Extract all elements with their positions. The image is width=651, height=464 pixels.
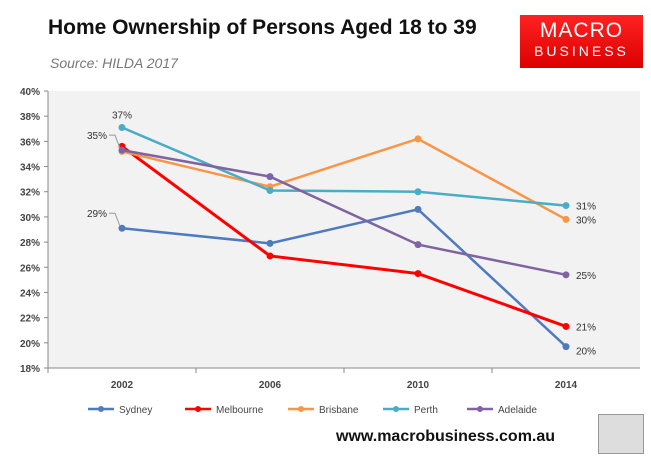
series-line-adelaide xyxy=(121,148,567,277)
legend-label-perth: Perth xyxy=(414,405,438,416)
y-tick-label: 26% xyxy=(20,263,40,274)
data-label: 29% xyxy=(87,209,107,220)
x-tick-label: 2010 xyxy=(407,380,430,391)
y-tick-label: 30% xyxy=(20,213,40,224)
data-label: 21% xyxy=(576,322,596,333)
data-point-adelaide xyxy=(414,241,422,249)
data-point-perth xyxy=(562,202,570,210)
y-tick-label: 24% xyxy=(20,288,40,299)
y-tick-label: 38% xyxy=(20,112,40,123)
data-point-melbourne xyxy=(414,270,422,278)
y-tick-label: 22% xyxy=(20,314,40,325)
logo-line1: MACRO xyxy=(539,19,624,42)
data-point-adelaide xyxy=(118,146,126,154)
y-tick-label: 28% xyxy=(20,238,40,249)
data-point-perth xyxy=(118,124,126,132)
legend-marker xyxy=(393,406,399,412)
chart-subtitle: Source: HILDA 2017 xyxy=(50,55,178,71)
y-tick-label: 18% xyxy=(20,364,40,375)
y-tick-label: 32% xyxy=(20,188,40,199)
macrobusiness-logo: MACRO BUSINESS xyxy=(520,15,643,68)
chart-title: Home Ownership of Persons Aged 18 to 39 xyxy=(48,16,477,39)
legend-marker xyxy=(298,406,304,412)
data-point-adelaide xyxy=(266,173,274,181)
data-label: 31% xyxy=(576,202,596,213)
logo-line2: BUSINESS xyxy=(534,43,629,59)
x-tick-label: 2006 xyxy=(259,380,282,391)
legend-label-melbourne: Melbourne xyxy=(216,405,264,416)
series-line-sydney xyxy=(121,207,567,348)
fox-logo-icon xyxy=(598,414,644,454)
legend-marker xyxy=(477,406,483,412)
y-tick-label: 40% xyxy=(20,87,40,98)
data-point-sydney xyxy=(414,205,422,213)
leader-line xyxy=(109,212,121,227)
data-point-sydney xyxy=(562,343,570,351)
data-point-brisbane xyxy=(414,135,422,143)
series-line-perth xyxy=(121,126,567,207)
series-line-melbourne xyxy=(121,145,567,328)
y-tick-label: 20% xyxy=(20,339,40,350)
data-label: 20% xyxy=(576,347,596,358)
footer-url[interactable]: www.macrobusiness.com.au xyxy=(336,428,556,445)
data-point-sydney xyxy=(266,239,274,247)
x-tick-label: 2014 xyxy=(555,380,578,391)
data-point-brisbane xyxy=(562,215,570,223)
data-point-melbourne xyxy=(562,322,570,330)
legend-marker xyxy=(98,406,104,412)
y-tick-label: 36% xyxy=(20,137,40,148)
y-tick-label: 34% xyxy=(20,163,40,174)
leader-line xyxy=(109,134,121,149)
legend-marker xyxy=(195,406,201,412)
data-label: 35% xyxy=(87,131,107,142)
data-point-sydney xyxy=(118,224,126,232)
data-label: 37% xyxy=(112,111,132,122)
data-label: 30% xyxy=(576,215,596,226)
legend-label-sydney: Sydney xyxy=(119,405,152,416)
data-point-melbourne xyxy=(266,252,274,260)
data-point-adelaide xyxy=(562,271,570,279)
legend-label-brisbane: Brisbane xyxy=(319,405,359,416)
data-point-perth xyxy=(414,188,422,196)
data-label: 25% xyxy=(576,271,596,282)
x-tick-label: 2002 xyxy=(111,380,134,391)
series-line-brisbane xyxy=(121,137,567,221)
data-point-perth xyxy=(266,186,274,194)
legend-label-adelaide: Adelaide xyxy=(498,405,537,416)
